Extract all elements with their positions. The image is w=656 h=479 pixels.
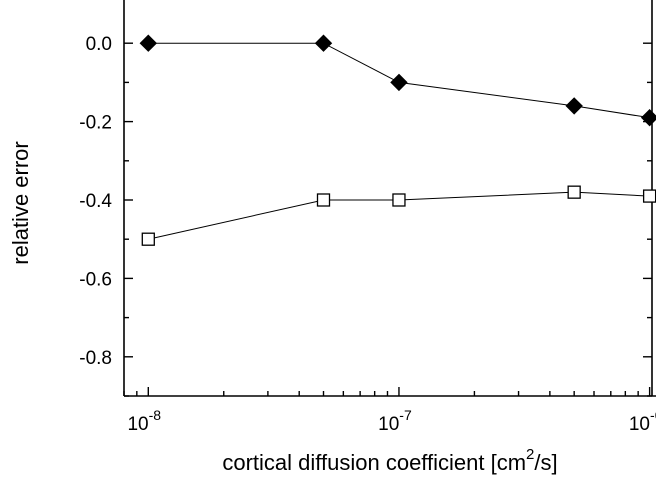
- y-tick-label: -0.2: [79, 113, 112, 134]
- data-point: [640, 108, 656, 127]
- y-tick-label: -0.4: [79, 191, 112, 212]
- data-point: [390, 73, 408, 92]
- data-point: [392, 193, 406, 207]
- y-tick-label: -0.8: [79, 348, 112, 369]
- data-point: [567, 185, 581, 199]
- series-layer: [139, 34, 656, 246]
- x-tick-label: 10-8: [127, 407, 161, 435]
- y-tick-label: -0.6: [79, 269, 112, 290]
- data-point: [642, 189, 656, 203]
- data-point: [139, 34, 157, 52]
- y-tick-label: 0.0: [86, 34, 112, 55]
- x-axis-title: cortical diffusion coefficient [cm2/s]: [222, 446, 557, 475]
- tick-labels: 0.0 -0.2 -0.4 -0.6 -0.8 10-8 10-7 10-6: [79, 34, 656, 435]
- x-tick-label: 10-6: [629, 407, 656, 435]
- y-axis-title: relative error: [8, 141, 33, 264]
- data-point: [565, 97, 583, 115]
- data-point: [141, 232, 155, 246]
- data-point: [316, 193, 331, 207]
- x-tick-label: 10-7: [378, 407, 412, 435]
- data-point: [314, 34, 333, 52]
